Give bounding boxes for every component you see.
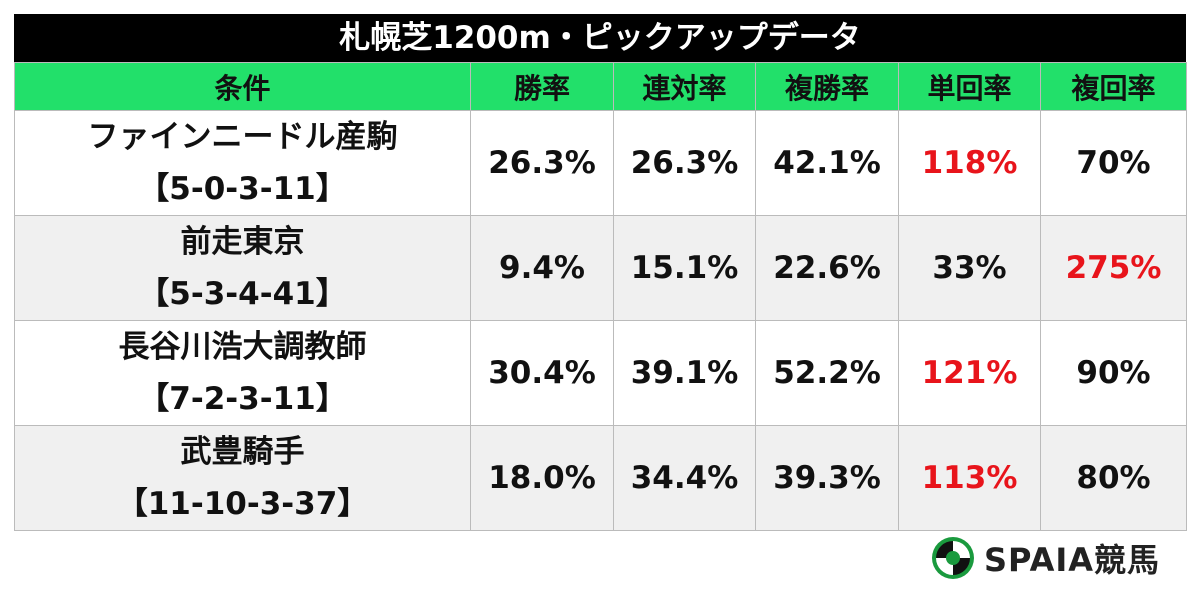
value-cell: 80% bbox=[1040, 425, 1187, 531]
value-cell: 22.6% bbox=[755, 215, 899, 321]
row: 武豊騎手 【11-10-3-37】 18.0% 34.4% 39.3% 113% 80% bbox=[14, 425, 1187, 531]
row: 前走東京 【5-3-4-41】 9.4% 15.1% 22.6% 33% 275% bbox=[14, 215, 1187, 321]
value-cell: 39.1% bbox=[613, 320, 756, 426]
value-cell: 52.2% bbox=[755, 320, 899, 426]
header-cell: 複勝率 bbox=[755, 62, 899, 111]
value-cell: 113% bbox=[898, 425, 1041, 531]
header-cell: 単回率 bbox=[898, 62, 1041, 111]
header-cell: 勝率 bbox=[470, 62, 614, 111]
condition-cell: 武豊騎手【11-10-3-37】 bbox=[14, 425, 471, 531]
logo: SPAIA競馬 bbox=[930, 535, 1160, 581]
value-cell: 275% bbox=[1040, 215, 1187, 321]
header-cell: 連対率 bbox=[613, 62, 756, 111]
condition-cell: 前走東京【5-3-4-41】 bbox=[14, 215, 471, 321]
row: 長谷川浩大調教師 【7-2-3-11】 30.4% 39.1% 52.2% 121% 90% bbox=[14, 320, 1187, 426]
header-row: 条件 勝率 連対率 複勝率 単回率 複回率 bbox=[14, 62, 1187, 111]
value-cell: 33% bbox=[898, 215, 1041, 321]
condition-name: ファインニードル産駒 bbox=[87, 119, 398, 155]
value-cell: 118% bbox=[898, 110, 1041, 216]
value-cell: 18.0% bbox=[470, 425, 614, 531]
value-cell: 121% bbox=[898, 320, 1041, 426]
value-cell: 34.4% bbox=[613, 425, 756, 531]
header-cell: 条件 bbox=[14, 62, 471, 111]
value-cell: 26.3% bbox=[470, 110, 614, 216]
value-cell: 15.1% bbox=[613, 215, 756, 321]
condition-cell: 長谷川浩大調教師 【7-2-3-11】 bbox=[14, 320, 471, 426]
value-cell: 90% bbox=[1040, 320, 1187, 426]
condition-name: 武豊騎手 bbox=[180, 434, 305, 470]
condition-name: 長谷川浩大調教師 bbox=[118, 329, 367, 365]
table-body: ファインニードル産駒 【5-0-3-11】 26.3% 26.3% 42.1% 118% 7… bbox=[14, 110, 1187, 531]
value-cell: 26.3% bbox=[613, 110, 756, 216]
condition-cell: ファインニードル産駒 【5-0-3-11】 bbox=[14, 110, 471, 216]
value-cell: 9.4% bbox=[470, 215, 614, 321]
condition-record: 【7-2-3-11】 bbox=[138, 381, 347, 417]
condition-record: 【5-0-3-11】 bbox=[138, 171, 347, 207]
logo-icon bbox=[932, 537, 974, 579]
value-cell: 30.4% bbox=[470, 320, 614, 426]
condition-record: 【5-3-4-41】 bbox=[138, 276, 347, 312]
condition-record: 【11-10-3-37】 bbox=[116, 486, 369, 522]
row: ファインニードル産駒 【5-0-3-11】 26.3% 26.3% 42.1% 118% 7… bbox=[14, 110, 1187, 216]
header-cell: 複回率 bbox=[1040, 62, 1187, 111]
logo-text: SPAIA競馬 bbox=[984, 541, 1161, 579]
data-table: 条件 勝率 連対率 複勝率 単回率 複回率 ファインニードル産駒 【5-0-3-11】 26.… bbox=[14, 62, 1187, 531]
condition-name: 前走東京 bbox=[180, 224, 305, 260]
table-title: 札幌芝1200m・ピックアップデータ bbox=[14, 14, 1186, 62]
header: 条件 勝率 連対率 複勝率 単回率 複回率 bbox=[14, 62, 1187, 111]
value-cell: 70% bbox=[1040, 110, 1187, 216]
value-cell: 39.3% bbox=[755, 425, 899, 531]
value-cell: 42.1% bbox=[755, 110, 899, 216]
